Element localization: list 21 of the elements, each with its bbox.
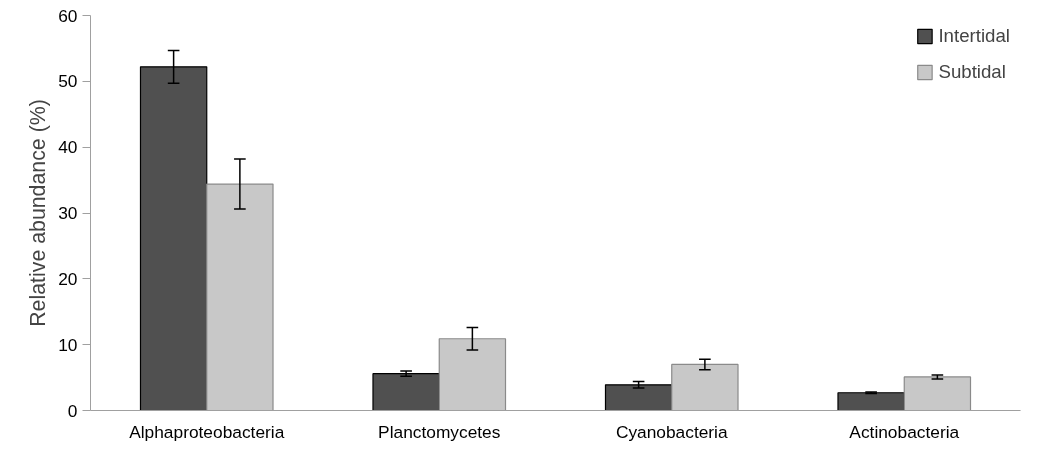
y-tick-label: 50 xyxy=(58,71,78,92)
y-tick-label: 0 xyxy=(67,400,78,421)
bar xyxy=(903,376,972,411)
bar xyxy=(604,384,673,411)
legend-label: Subtidal xyxy=(938,61,1006,83)
bar xyxy=(837,392,905,411)
y-tick-label: 60 xyxy=(58,5,78,26)
x-tick-label: Planctomycetes xyxy=(378,421,501,442)
y-tick-label: 10 xyxy=(58,334,78,355)
x-tick-label: Actinobacteria xyxy=(849,421,960,442)
bar xyxy=(372,373,440,411)
x-tick-label: Alphaproteobacteria xyxy=(129,421,285,442)
y-tick-label: 30 xyxy=(58,203,78,223)
bar xyxy=(438,338,507,411)
y-tick-label: 20 xyxy=(58,268,78,289)
legend-label: Intertidal xyxy=(938,25,1010,47)
y-tick-label: 40 xyxy=(58,137,78,158)
bar xyxy=(206,183,274,411)
y-axis-title: Relative abundance (%) xyxy=(26,99,51,327)
x-tick-label: Cyanobacteria xyxy=(615,421,728,442)
bar xyxy=(671,363,739,411)
